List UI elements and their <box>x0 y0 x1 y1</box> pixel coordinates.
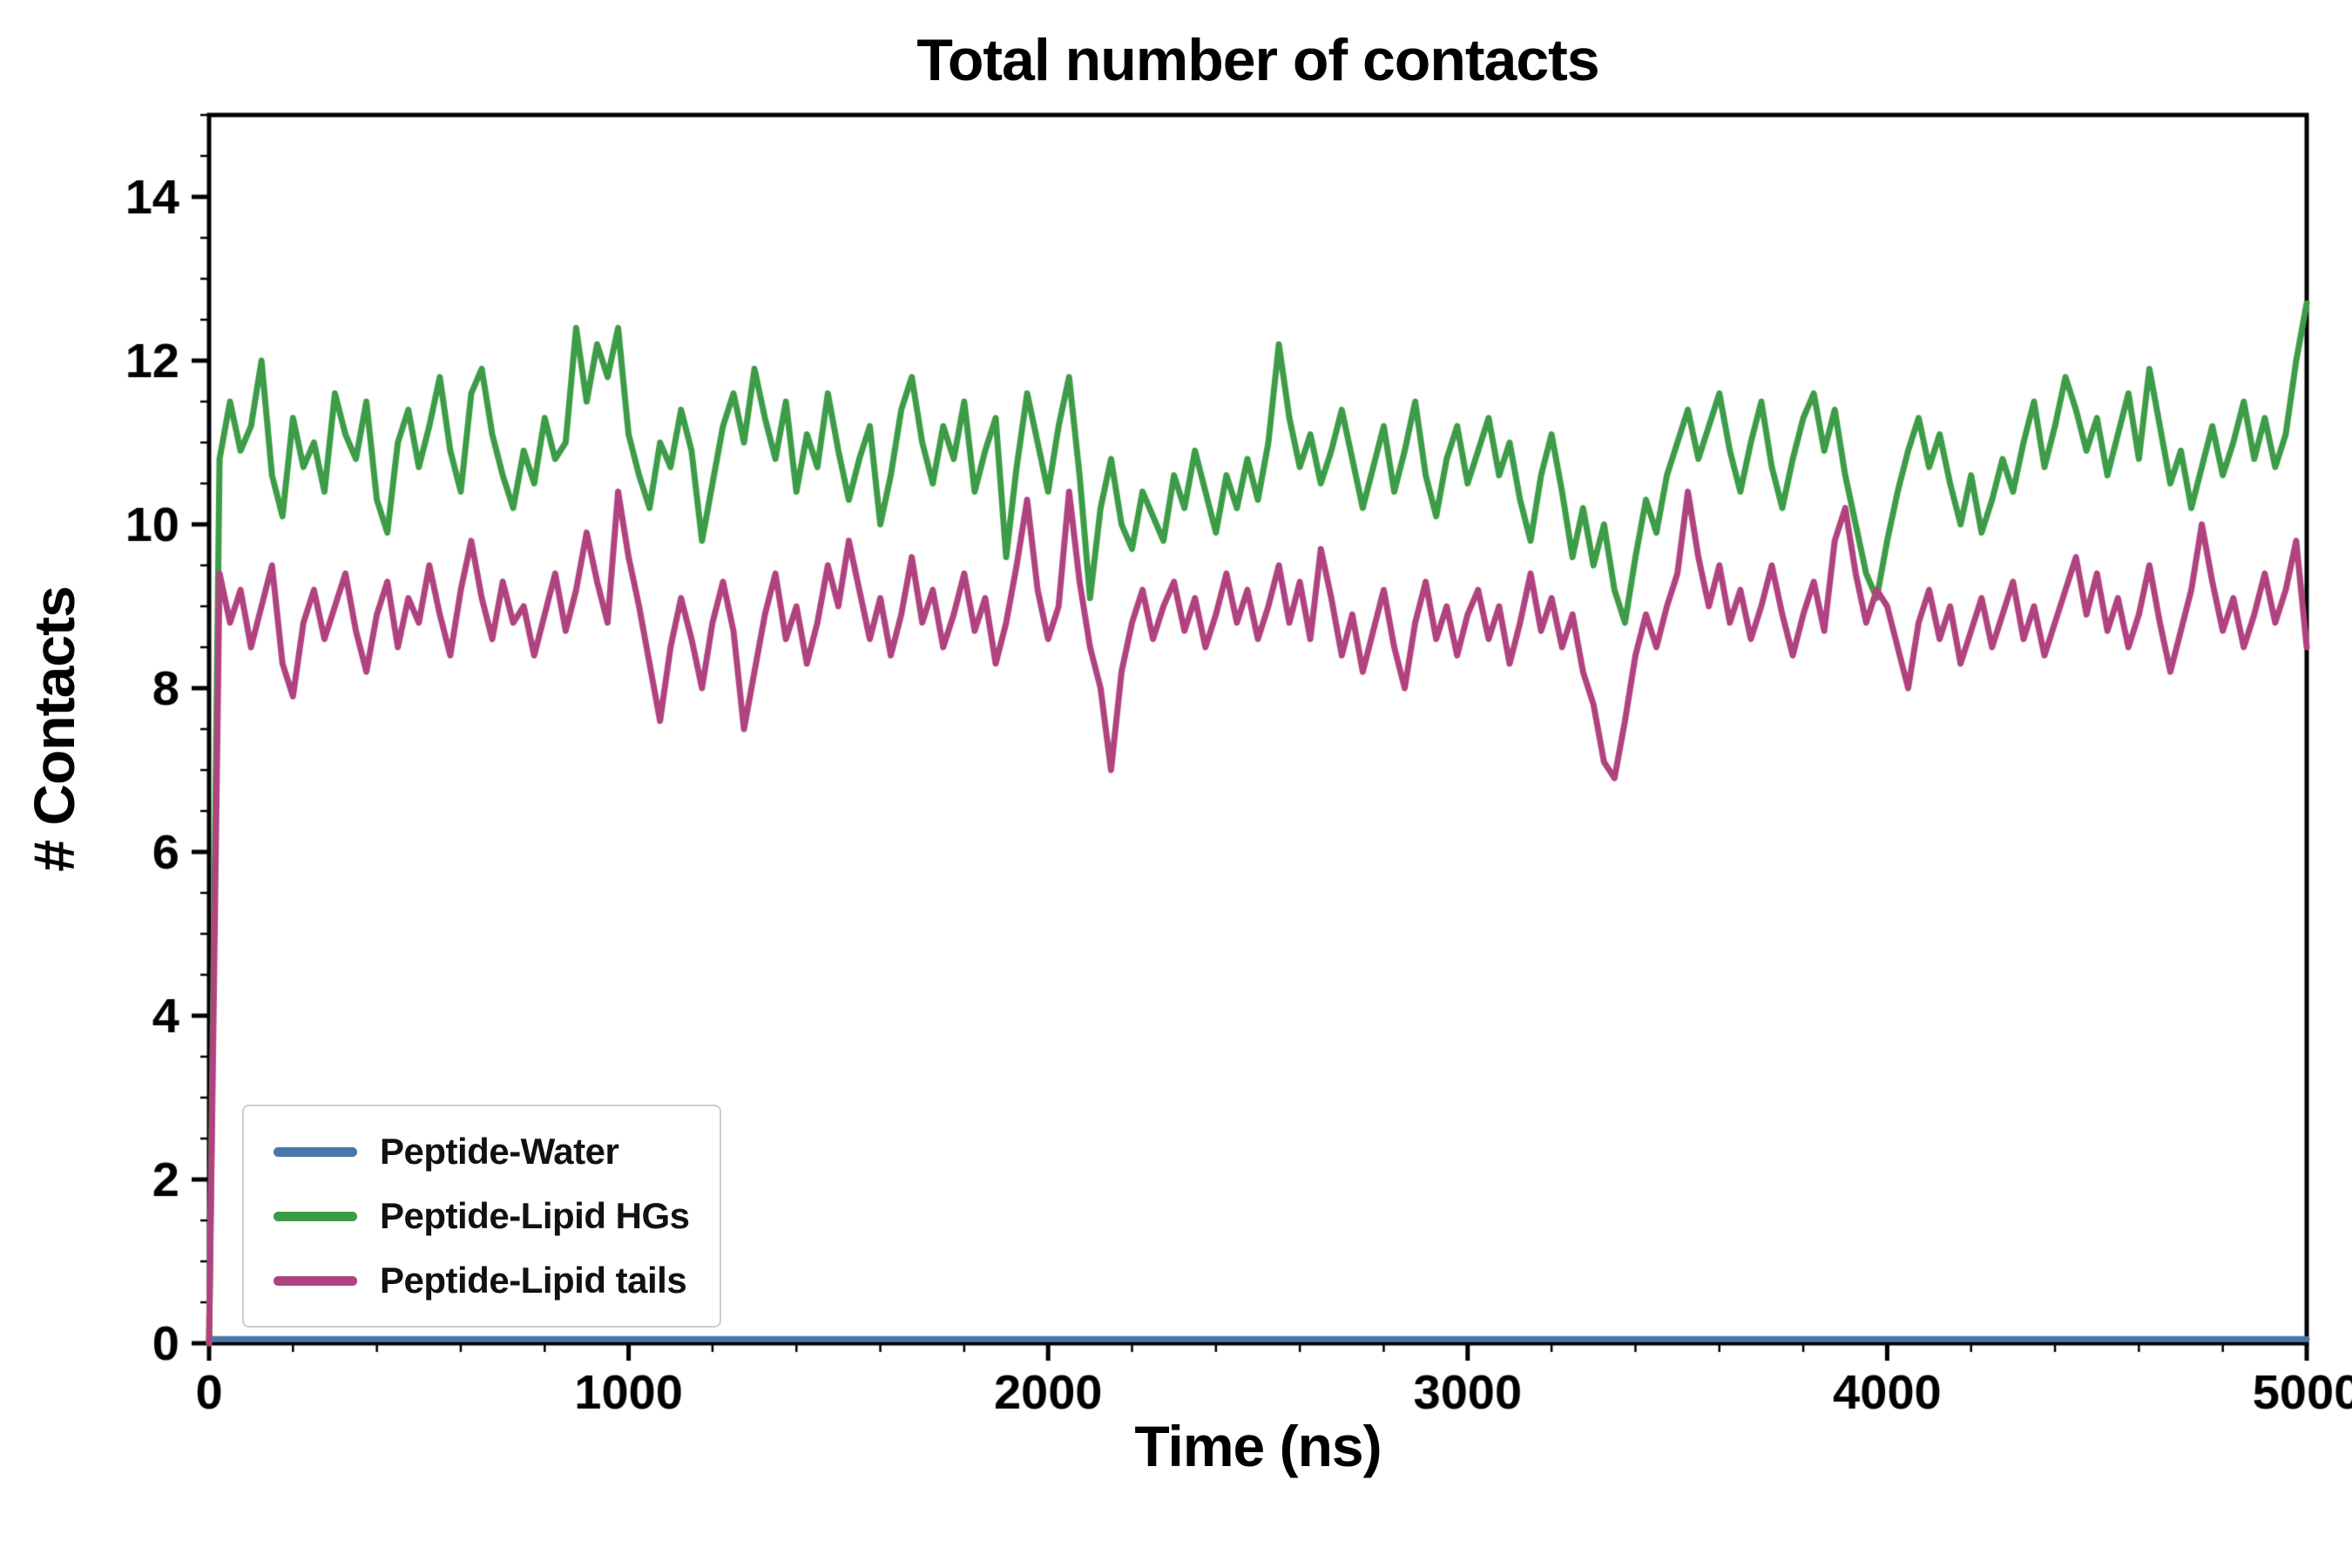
y-axis-label: # Contacts <box>22 586 86 872</box>
legend-swatch-peptide-lipid-hgs <box>274 1211 357 1221</box>
x-axis-label: Time (ns) <box>1134 1414 1382 1478</box>
legend-label-peptide-lipid-hgs: Peptide-Lipid HGs <box>380 1195 690 1236</box>
legend: Peptide-Water Peptide-Lipid HGs Peptide-… <box>242 1105 721 1328</box>
legend-swatch-peptide-lipid-tails <box>274 1275 357 1286</box>
legend-item-peptide-lipid-hgs: Peptide-Lipid HGs <box>274 1195 690 1237</box>
legend-item-peptide-lipid-tails: Peptide-Lipid tails <box>274 1260 690 1301</box>
legend-label-peptide-lipid-tails: Peptide-Lipid tails <box>380 1260 687 1301</box>
legend-swatch-peptide-water <box>274 1146 357 1157</box>
legend-item-peptide-water: Peptide-Water <box>274 1131 690 1173</box>
legend-label-peptide-water: Peptide-Water <box>380 1131 619 1172</box>
chart-title: Total number of contacts <box>916 27 1599 93</box>
